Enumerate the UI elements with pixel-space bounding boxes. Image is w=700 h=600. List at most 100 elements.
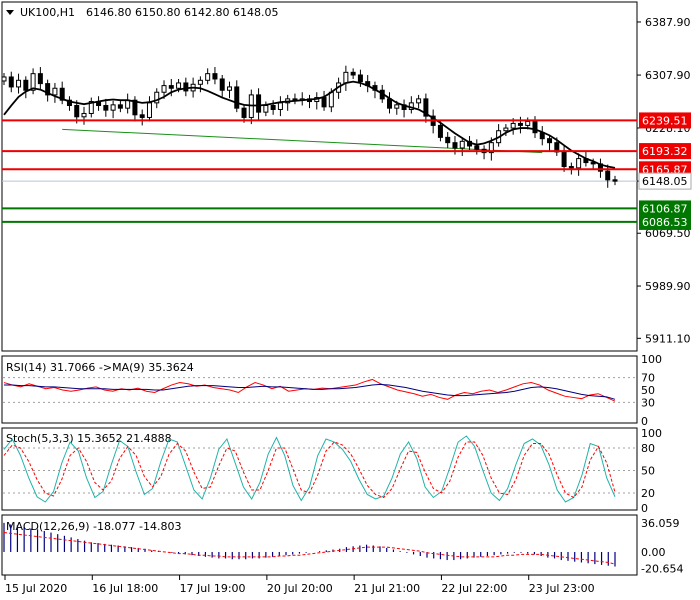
candle-body [568,166,574,169]
candle-body [357,74,363,83]
candle-body [270,105,276,110]
candle-body [241,107,247,118]
time-tick-label: 17 Jul 19:00 [180,582,246,595]
dropdown-arrow-icon[interactable] [6,10,14,15]
candle-body [459,140,465,149]
macd-tick-label: 0.00 [641,546,666,559]
candle-body [474,145,480,150]
axis-layer: 5911.105989.906069.506148.056228.106307.… [4,16,692,595]
support-level-label-bg [639,213,691,230]
candle-body [321,97,327,108]
price-tick-label: 6387.90 [645,16,691,29]
stoch-title: Stoch(5,3,3) 15.3652 21.4888 [6,432,172,445]
candle-body [110,104,116,111]
price-layer [1,65,637,223]
candle-body [139,114,145,118]
candle-body [343,71,349,84]
candle-body [532,120,538,134]
stoch-tick-label: 20 [641,487,655,500]
stoch-series-line [3,441,616,499]
candle-body [103,105,109,111]
candle-body [263,105,269,113]
macd-tick-label: -20.654 [641,563,683,576]
price-tick-label: 5989.90 [645,280,691,293]
candle-body [205,73,211,81]
candle-body [394,104,400,109]
macd-panel-frame [1,514,638,576]
candle-body [16,79,22,88]
candle-body [416,98,422,104]
candle-body [154,91,160,104]
stoch-series-line [3,435,616,503]
candle-body [37,73,43,85]
resistance-level-label-bg [639,143,691,160]
candle-body [612,179,618,182]
candle-body [66,99,72,107]
candle-body [212,73,218,80]
candle-body [176,82,182,89]
candle-body [1,76,7,82]
candle-body [117,104,123,109]
candle-body [59,87,65,101]
candle-body [256,94,262,113]
candle-body [488,142,494,154]
candle-body [437,124,443,138]
candle-body [146,102,152,118]
time-tick-label: 21 Jul 21:00 [354,582,420,595]
resistance-level-label: 6193.32 [642,145,688,158]
symbol-label: UK100,H1 [20,6,75,19]
stoch-tick-label: 0 [641,502,648,515]
candle-body [350,71,356,76]
candle-body [525,120,531,126]
macd-tick-label: 36.059 [641,517,680,530]
candle-body [52,87,58,96]
candle-body [328,91,334,108]
time-tick-label: 15 Jul 2020 [5,582,67,595]
rsi-tick-label: 50 [641,384,655,397]
time-tick-label: 22 Jul 22:00 [441,582,507,595]
candle-body [503,127,509,132]
candle-body [168,85,174,89]
time-tick-label: 23 Jul 23:00 [529,582,595,595]
candle-body [590,162,596,165]
time-tick-label: 16 Jul 18:00 [92,582,158,595]
resistance-level-label-bg [639,112,691,129]
candle-body [605,170,611,181]
price-tick-label: 5911.10 [645,332,691,345]
candle-body [452,142,458,149]
candle-body [547,138,553,144]
ohlc-label: 6146.80 6150.80 6142.80 6148.05 [86,6,278,19]
candle-body [88,101,94,114]
stoch-tick-label: 100 [641,427,662,440]
candle-body [445,136,451,144]
time-tick-label: 20 Jul 20:00 [267,582,333,595]
rsi-tick-label: 30 [641,396,655,409]
candle-body [576,158,582,169]
rsi-tick-label: 70 [641,372,655,385]
support-level-label: 6106.87 [642,202,688,215]
indicator-layer [3,378,616,567]
candle-body [423,98,429,117]
candle-body [30,73,36,91]
candle-body [277,102,283,110]
rsi-tick-label: 100 [641,353,662,366]
candle-body [226,86,232,91]
price-tick-label: 6069.50 [645,227,691,240]
rsi-tick-label: 0 [641,415,648,428]
current-price-tag-bg [638,172,692,190]
candle-body [23,79,29,91]
candle-body [74,105,80,118]
candle-body [132,99,138,116]
candle-body [387,98,393,109]
candle-body [161,85,167,93]
resistance-level-label: 6239.51 [642,114,688,127]
candle-body [45,83,51,96]
macd-title: MACD(12,26,9) -18.077 -14.803 [6,520,181,533]
candle-body [183,82,189,92]
candle-body [197,79,203,85]
rsi-series-line [4,383,616,400]
stoch-tick-label: 80 [641,442,655,455]
macd-signal-line [3,532,616,565]
candle-body [234,86,240,109]
